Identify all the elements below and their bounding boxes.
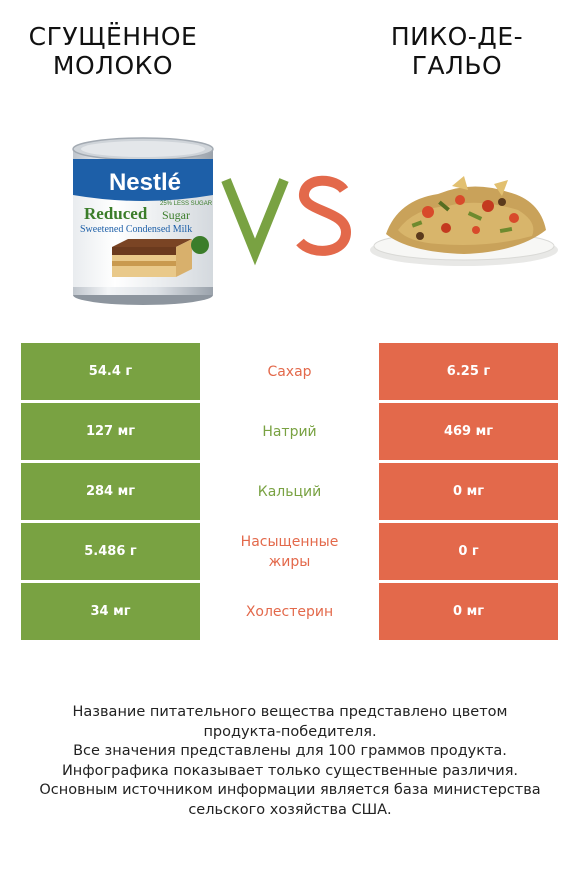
left-product-title: СГУЩЁННОЕ МОЛОКО: [28, 22, 198, 80]
vs-label: [221, 175, 352, 266]
footnote-line: продукта-победителя.: [203, 723, 377, 740]
footnote-line: сельского хозяйства США.: [188, 801, 392, 818]
nutrient-label: Насыщенные жиры: [200, 523, 379, 580]
right-value: 469 мг: [379, 403, 558, 460]
comparison-row-calcium: 284 мг Кальций 0 мг: [21, 463, 558, 520]
nutrient-label: Натрий: [200, 403, 379, 460]
nutrient-label: Холестерин: [200, 583, 379, 640]
comparison-row-cholesterol: 34 мг Холестерин 0 мг: [21, 583, 558, 640]
vs-letter-s: [296, 175, 352, 256]
can-sugar-text: Sugar: [162, 208, 190, 222]
footnote-line: Название питательного вещества представл…: [72, 704, 508, 720]
left-value: 34 мг: [21, 583, 200, 640]
footnote: Название питательного вещества представл…: [10, 703, 570, 820]
right-value: 0 г: [379, 523, 558, 580]
can-description-text: Sweetened Condensed Milk: [80, 224, 192, 235]
can-badge-text: 25% LESS SUGAR: [160, 201, 213, 207]
comparison-row-sodium: 127 мг Натрий 469 мг: [21, 403, 558, 460]
can-brand-text: Nestlé: [109, 169, 181, 196]
left-value: 54.4 г: [21, 343, 200, 400]
left-value: 5.486 г: [21, 523, 200, 580]
right-value: 6.25 г: [379, 343, 558, 400]
comparison-row-saturated-fat: 5.486 г Насыщенные жиры 0 г: [21, 523, 558, 580]
nutrient-label: Сахар: [200, 343, 379, 400]
can-reduced-text: Reduced: [84, 204, 148, 223]
comparison-row-sugar: 54.4 г Сахар 6.25 г: [21, 343, 558, 400]
condensed-milk-can-image: Nestlé Reduced Sugar 25% LESS SUGAR Swee…: [72, 137, 214, 305]
nutrient-label: Кальций: [200, 463, 379, 520]
footnote-line: Инфографика показывает только существенн…: [61, 762, 519, 779]
pico-de-gallo-image: [370, 176, 558, 266]
left-value: 284 мг: [21, 463, 200, 520]
right-product-title: ПИКО-ДЕ-ГАЛЬО: [390, 22, 524, 80]
left-value: 127 мг: [21, 403, 200, 460]
footnote-line: Все значения представлены для 100 граммо…: [73, 743, 507, 759]
right-value: 0 мг: [379, 463, 558, 520]
footnote-line: Основным источником информации является …: [39, 782, 541, 798]
right-value: 0 мг: [379, 583, 558, 640]
vs-letter-v: [221, 178, 289, 266]
